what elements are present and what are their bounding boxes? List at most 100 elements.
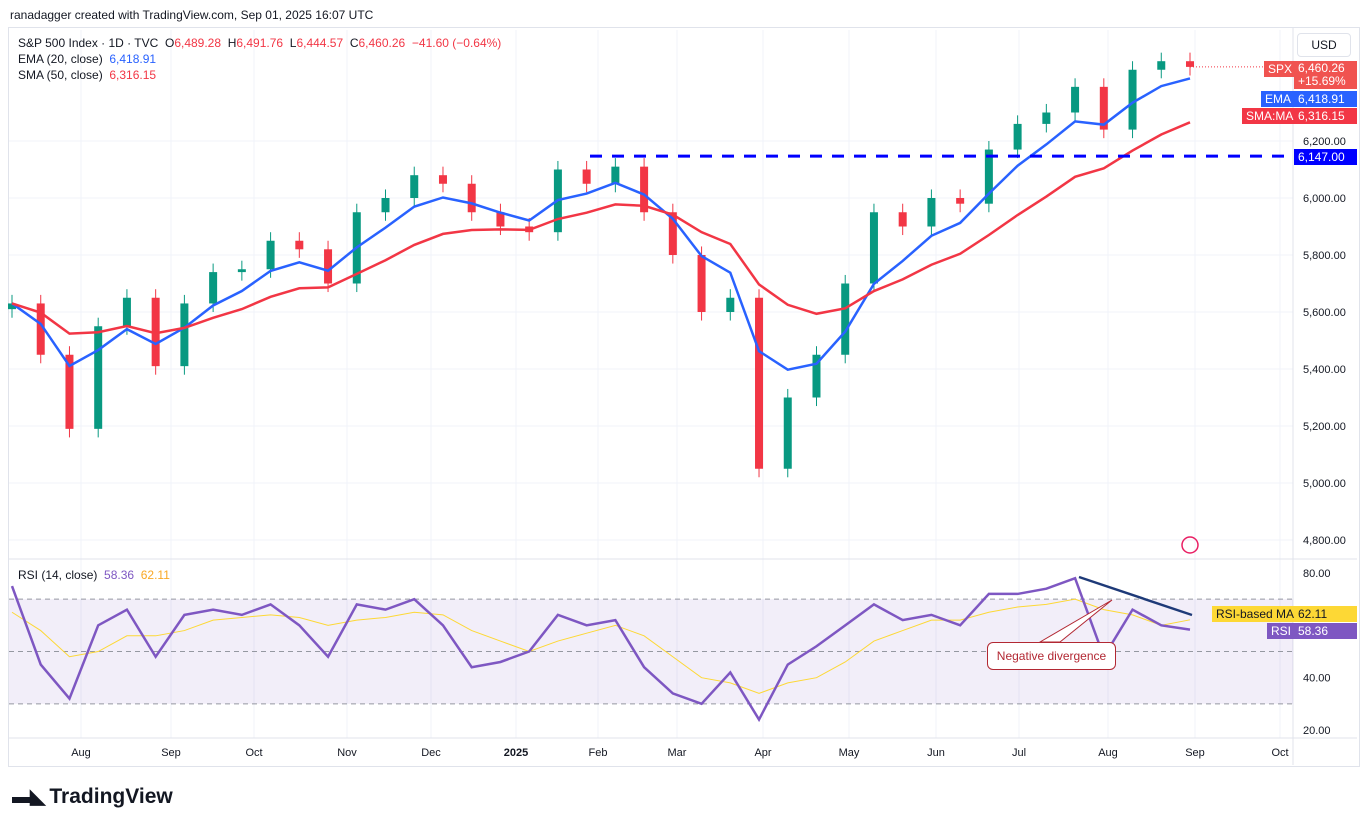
candle-body (841, 283, 850, 355)
candle-body (209, 272, 218, 304)
rsi-tick-label: 40.00 (1303, 673, 1331, 685)
candle-body (668, 212, 677, 255)
candle-body (1013, 123, 1022, 150)
rsi-ma-price-tag: 62.11 (1294, 606, 1357, 622)
sma-value: 6,316.15 (109, 68, 157, 82)
rsi-tick-label: 20.00 (1303, 725, 1331, 737)
candle-body (755, 297, 764, 469)
price-tick-label: 5,200.00 (1303, 421, 1346, 433)
candle-body (1128, 69, 1137, 130)
ema-value: 6,418.91 (109, 52, 157, 66)
candle-body (726, 297, 735, 312)
candle-body (898, 212, 907, 227)
candle-body (438, 175, 447, 184)
candle-body (783, 397, 792, 469)
time-tick-label: Sep (161, 747, 181, 759)
rsi-line (10, 576, 1191, 723)
low-value: 6,444.57 (296, 36, 344, 50)
spx-price: 6,460.26 (1298, 61, 1345, 75)
price-tick-label: 4,800.00 (1303, 535, 1346, 547)
high-value: 6,491.76 (236, 36, 284, 50)
candle-body (36, 303, 45, 355)
time-tick-label: Oct (1271, 747, 1288, 759)
spx-tag: SPX (1264, 61, 1297, 77)
open-value: 6,489.28 (174, 36, 222, 50)
candle-body (496, 212, 505, 227)
candle-body (180, 303, 189, 367)
rsi-price-tag: 58.36 (1294, 623, 1357, 639)
legend-ohlc: S&P 500 Index · 1D · TVC O6,489.28 H6,49… (18, 36, 502, 50)
candle-body (266, 240, 275, 270)
legend-rsi: RSI (14, close) 58.36 62.11 (18, 568, 170, 582)
candle-body (1099, 86, 1108, 130)
time-tick-label: Sep (1185, 747, 1205, 759)
candle-body (381, 198, 390, 213)
time-tick-label: Jun (927, 747, 945, 759)
candle-body (122, 297, 131, 327)
level-price-tag: 6,147.00 (1294, 149, 1357, 165)
rsi-tick-label: 80.00 (1303, 568, 1331, 580)
change-value: −41.60 (−0.64%) (411, 36, 502, 50)
close-value: 6,460.26 (358, 36, 406, 50)
tv-logo-icon: ▬◣ (12, 786, 45, 808)
price-tick-label: 5,000.00 (1303, 478, 1346, 490)
sma-tag: SMA:MA (1242, 108, 1298, 124)
candle-body (237, 269, 246, 273)
sma-label: SMA (50, close) (18, 68, 103, 82)
candle-body (640, 166, 649, 213)
time-tick-label: Nov (337, 747, 357, 759)
candle-body (324, 249, 333, 284)
candle-body (65, 354, 74, 429)
candle-body (467, 183, 476, 213)
candle-body (94, 326, 103, 429)
rsi-tag: RSI (1267, 623, 1296, 639)
price-tick-label: 5,400.00 (1303, 364, 1346, 376)
rsi-value: 58.36 (104, 568, 135, 582)
time-tick-label: 2025 (504, 747, 528, 759)
sma-line (11, 121, 1191, 335)
rsi-ma-line (11, 598, 1191, 694)
lightning-icon (1181, 536, 1199, 554)
time-tick-label: Aug (1098, 747, 1118, 759)
ema-label: EMA (20, close) (18, 52, 103, 66)
price-tick-label: 6,000.00 (1303, 193, 1346, 205)
credit-text: ranadagger created with TradingView.com,… (10, 8, 374, 22)
candle-body (1186, 61, 1194, 67)
candle-body (697, 255, 706, 312)
candle-body (869, 212, 878, 284)
spx-price-tag: 6,460.26 +15.69% (1294, 61, 1357, 89)
rsi-ma-value: 62.11 (140, 568, 170, 582)
time-tick-label: Aug (71, 747, 91, 759)
candle-body (582, 169, 591, 184)
symbol-label: S&P 500 Index · 1D · TVC (18, 36, 159, 50)
candle-body (410, 175, 419, 198)
divergence-trendline (1078, 575, 1193, 617)
price-tick-label: 5,800.00 (1303, 250, 1346, 262)
rsi-label: RSI (14, close) (18, 568, 98, 582)
sma-price-tag: 6,316.15 (1294, 108, 1357, 124)
chart-frame (8, 27, 1360, 767)
tradingview-logo[interactable]: ▬◣ TradingView (12, 784, 173, 809)
ema-price-tag: 6,418.91 (1294, 91, 1357, 107)
ema-tag: EMA (1261, 91, 1296, 107)
time-tick-label: Feb (589, 747, 608, 759)
legend-ema: EMA (20, close) 6,418.91 (18, 52, 156, 66)
price-tick-label: 6,200.00 (1303, 136, 1346, 148)
candle-body (8, 303, 16, 310)
time-tick-label: Apr (754, 747, 771, 759)
time-tick-label: Jul (1012, 747, 1026, 759)
candle-body (151, 297, 160, 367)
time-tick-label: May (839, 747, 860, 759)
time-tick-label: Dec (421, 747, 441, 759)
ema-line (11, 77, 1191, 372)
divergence-callout[interactable]: Negative divergence (987, 642, 1116, 670)
rsi-ma-tag: RSI-based MA (1212, 606, 1299, 622)
candle-body (1071, 86, 1080, 113)
candle-body (927, 198, 936, 227)
candle-body (295, 240, 304, 250)
currency-button[interactable]: USD (1297, 33, 1351, 57)
spx-pct: +15.69% (1298, 74, 1346, 88)
candle-body (984, 149, 993, 204)
candle-body (956, 198, 965, 204)
